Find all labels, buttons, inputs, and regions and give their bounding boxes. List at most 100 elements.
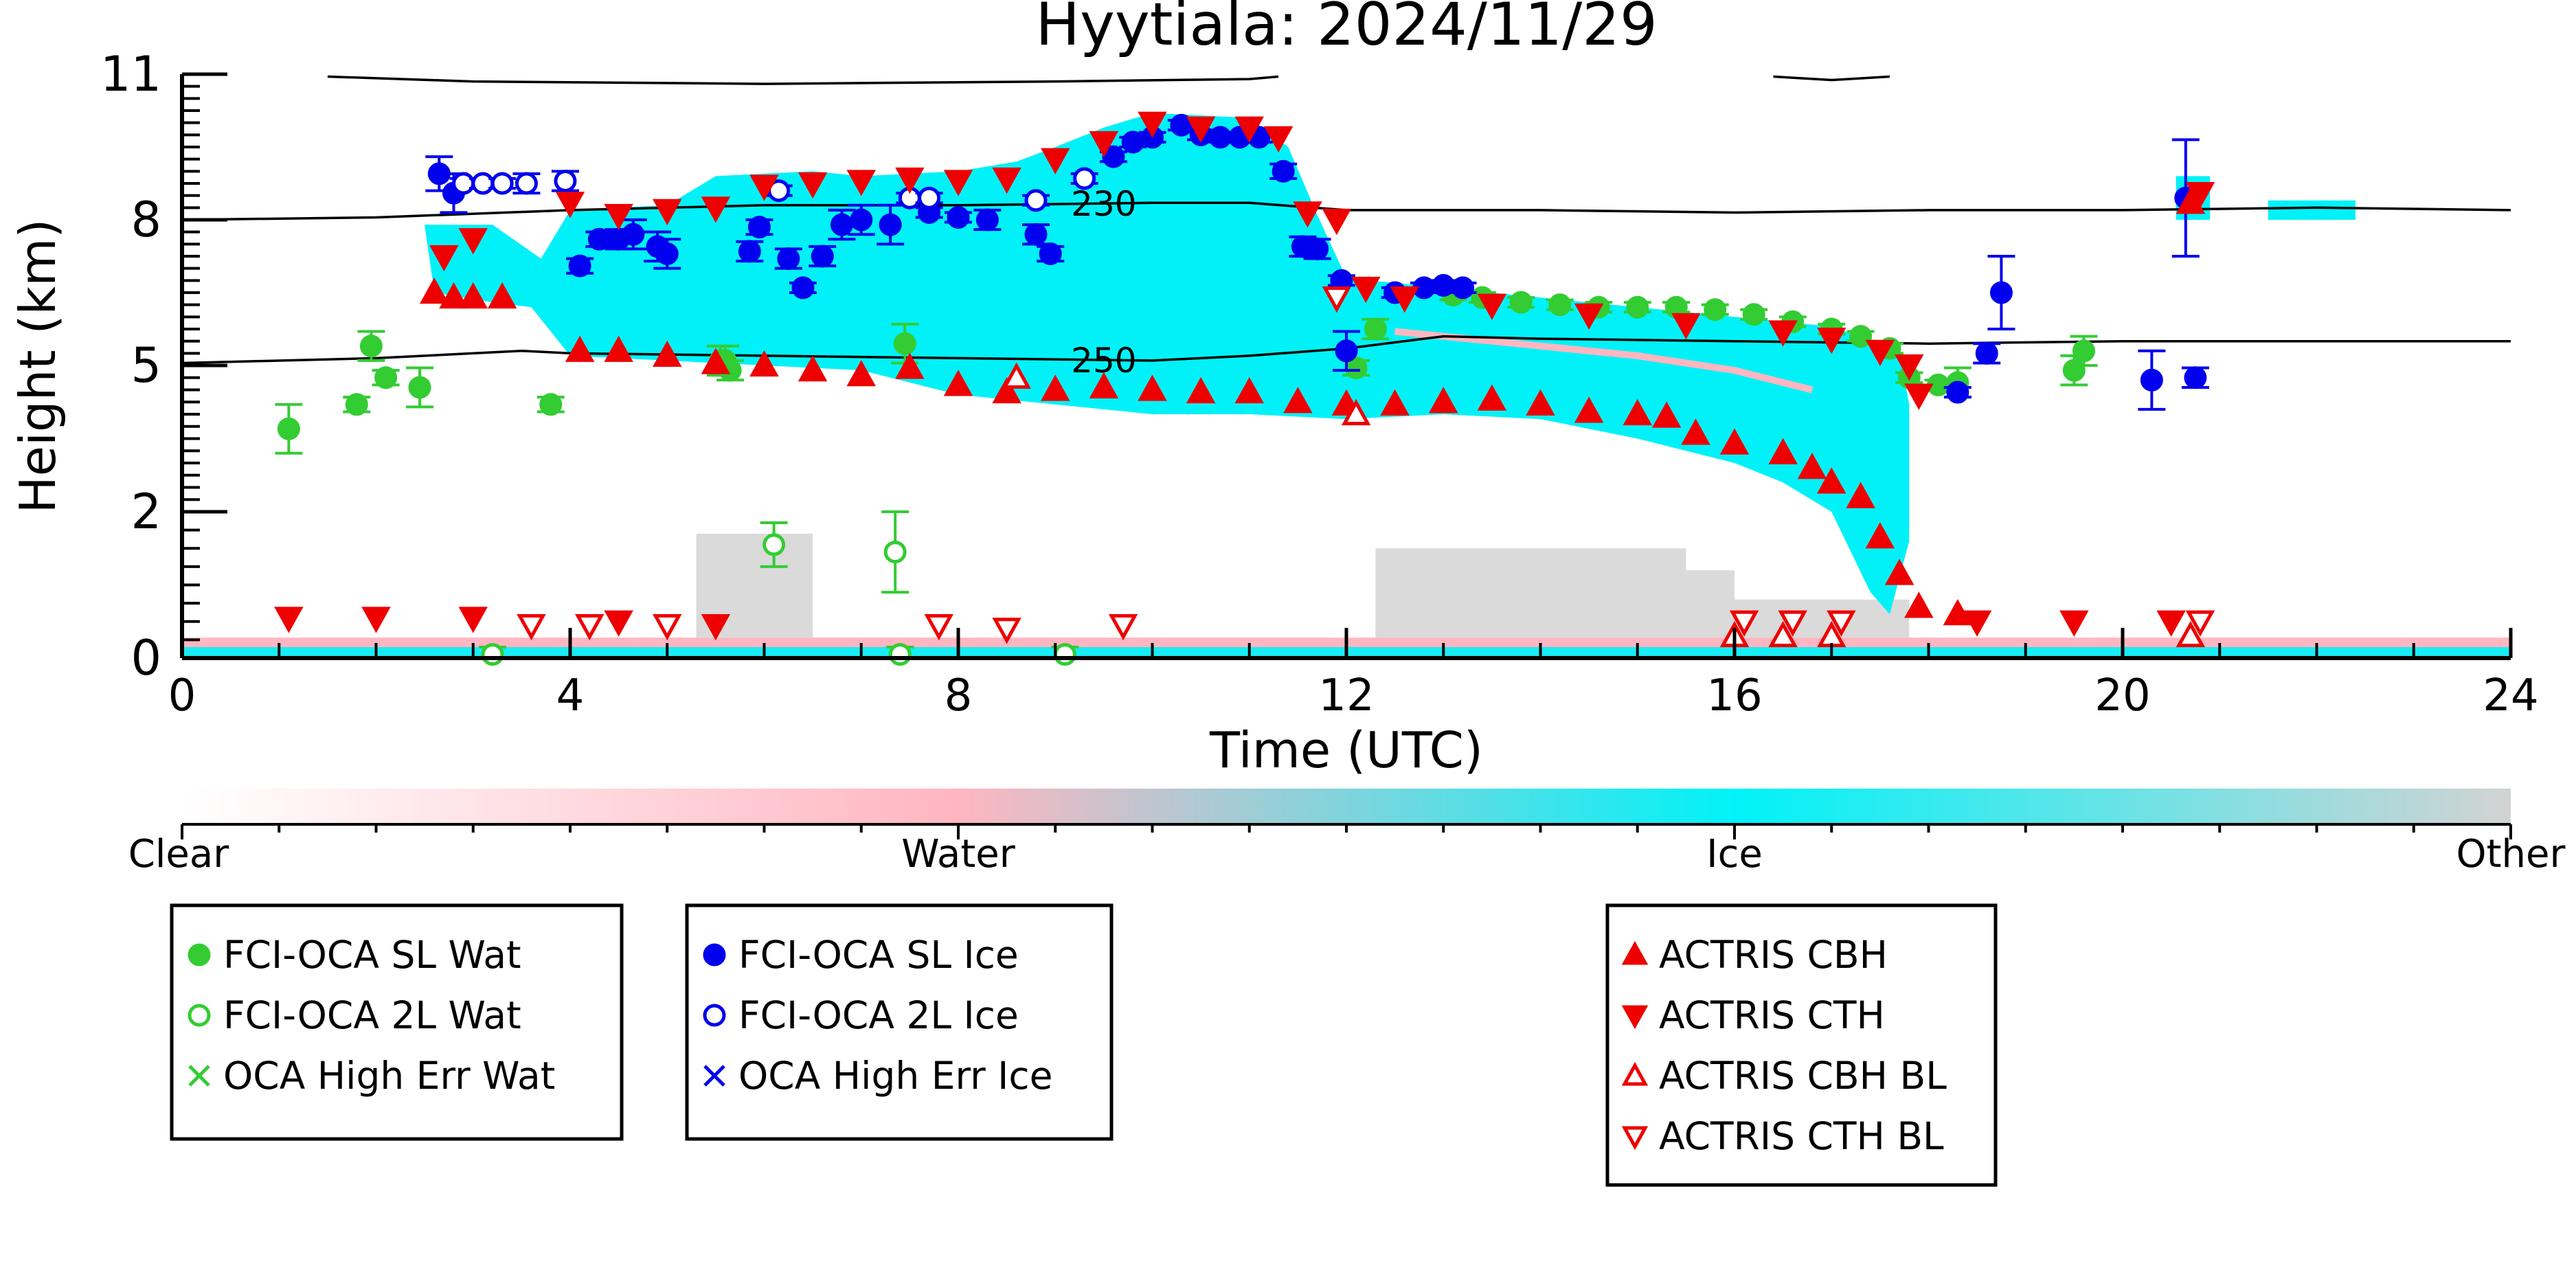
data-point: [1681, 418, 1710, 445]
data-point: [924, 613, 953, 641]
data-point: [1548, 293, 1572, 317]
data-point: [1975, 341, 1998, 365]
data-point: [653, 199, 682, 226]
y-tick-label: 2: [131, 484, 161, 540]
data-point: [1041, 148, 1070, 174]
data-point: [947, 205, 970, 229]
data-point: [1719, 428, 1750, 455]
legend-actris: ACTRIS CBH ACTRIS CTH ACTRIS CBH BL ACTRIS …: [1605, 903, 1998, 1187]
data-point: [1451, 276, 1474, 300]
data-point: [798, 354, 828, 382]
data-point: [1884, 558, 1914, 585]
data-point: [883, 541, 907, 564]
data-point: [1024, 223, 1048, 246]
data-point: [1186, 116, 1216, 143]
y-tick-label: 5: [131, 337, 161, 394]
data-point: [277, 417, 300, 440]
data-point: [1073, 167, 1096, 190]
class-other-patch: [1735, 599, 1910, 638]
data-point: [1208, 126, 1232, 149]
colorbar-label-other: Other: [2456, 832, 2566, 877]
data-point: [539, 393, 563, 416]
data-point: [1797, 452, 1827, 479]
data-point: [1846, 482, 1875, 508]
data-point: [701, 196, 731, 223]
data-point: [1283, 387, 1313, 414]
data-point: [1651, 401, 1682, 428]
data-point: [2062, 359, 2086, 382]
legend-box: [1605, 903, 1998, 1187]
data-point: [568, 254, 591, 278]
data-point: [749, 174, 779, 201]
data-point: [879, 213, 902, 236]
data-point: [1574, 396, 1604, 423]
data-point: [943, 370, 973, 396]
contour-line: [327, 75, 1279, 85]
data-point: [1742, 303, 1765, 326]
data-point: [490, 172, 514, 195]
legend-entry-label: FCI-OCA 2L Ice: [738, 993, 1019, 1037]
data-point: [1293, 201, 1322, 228]
series-fci-oca-2l-ice: [449, 167, 1098, 212]
data-point: [1138, 111, 1167, 138]
legend-marker: [1621, 1126, 1649, 1151]
data-point: [2059, 610, 2089, 637]
data-point: [1322, 208, 1352, 236]
data-point: [575, 613, 605, 641]
data-point: [1024, 189, 1048, 212]
data-point: [555, 192, 585, 218]
legend-marker: [1621, 1061, 1649, 1086]
y-tick-label: 11: [100, 46, 161, 102]
class-other-patch: [1686, 570, 1735, 638]
legend-entry-label: OCA High Err Wat: [223, 1054, 555, 1098]
data-point: [2072, 339, 2095, 363]
data-point: [1865, 339, 1895, 366]
data-point: [1574, 303, 1604, 330]
x-tick-label: 8: [945, 670, 973, 721]
data-point: [2156, 610, 2186, 637]
data-point: [471, 172, 495, 195]
data-point: [429, 245, 459, 272]
data-point: [622, 223, 645, 246]
data-point: [1272, 159, 1295, 183]
data-point: [515, 172, 538, 195]
data-point: [517, 613, 546, 641]
data-point: [1989, 281, 2013, 304]
data-point: [1962, 610, 1992, 637]
data-point: [992, 376, 1021, 404]
colorbar-label-water: Water: [901, 832, 1016, 877]
data-point: [487, 282, 517, 309]
data-point: [1904, 383, 1934, 410]
data-point: [2185, 182, 2215, 209]
legend-entry-label: FCI-OCA 2L Wat: [223, 993, 521, 1037]
data-point: [846, 360, 876, 387]
legend-water: FCI-OCA SL Wat FCI-OCA 2L Wat OCA High Err…: [170, 903, 624, 1141]
data-point: [1895, 354, 1924, 381]
data-point: [439, 282, 468, 309]
data-point: [604, 335, 633, 362]
data-point: [1817, 467, 1846, 494]
data-point: [1341, 398, 1371, 426]
data-point: [554, 169, 577, 192]
data-point: [653, 340, 682, 367]
data-point: [895, 352, 925, 379]
data-point: [2140, 368, 2163, 392]
x-tick-label: 16: [1706, 670, 1762, 721]
x-axis-label: Time (UTC): [1209, 721, 1483, 779]
legend-marker: [188, 1065, 210, 1087]
data-point: [374, 366, 398, 389]
legend-entry-label: FCI-OCA SL Wat: [223, 933, 521, 977]
data-point: [458, 228, 488, 255]
y-tick-label: 8: [131, 192, 161, 248]
legend-entry-label: ACTRIS CBH BL: [1659, 1054, 1947, 1098]
colorbar-ticks: [181, 824, 2512, 839]
data-point: [798, 172, 828, 199]
data-point: [918, 186, 941, 210]
y-tick-label: 0: [131, 630, 161, 686]
data-point: [1335, 339, 1358, 363]
data-point: [893, 332, 916, 355]
data-point: [1351, 276, 1381, 304]
data-point: [587, 227, 611, 251]
legend-marker: [1621, 1005, 1649, 1030]
data-point: [1943, 598, 1973, 626]
